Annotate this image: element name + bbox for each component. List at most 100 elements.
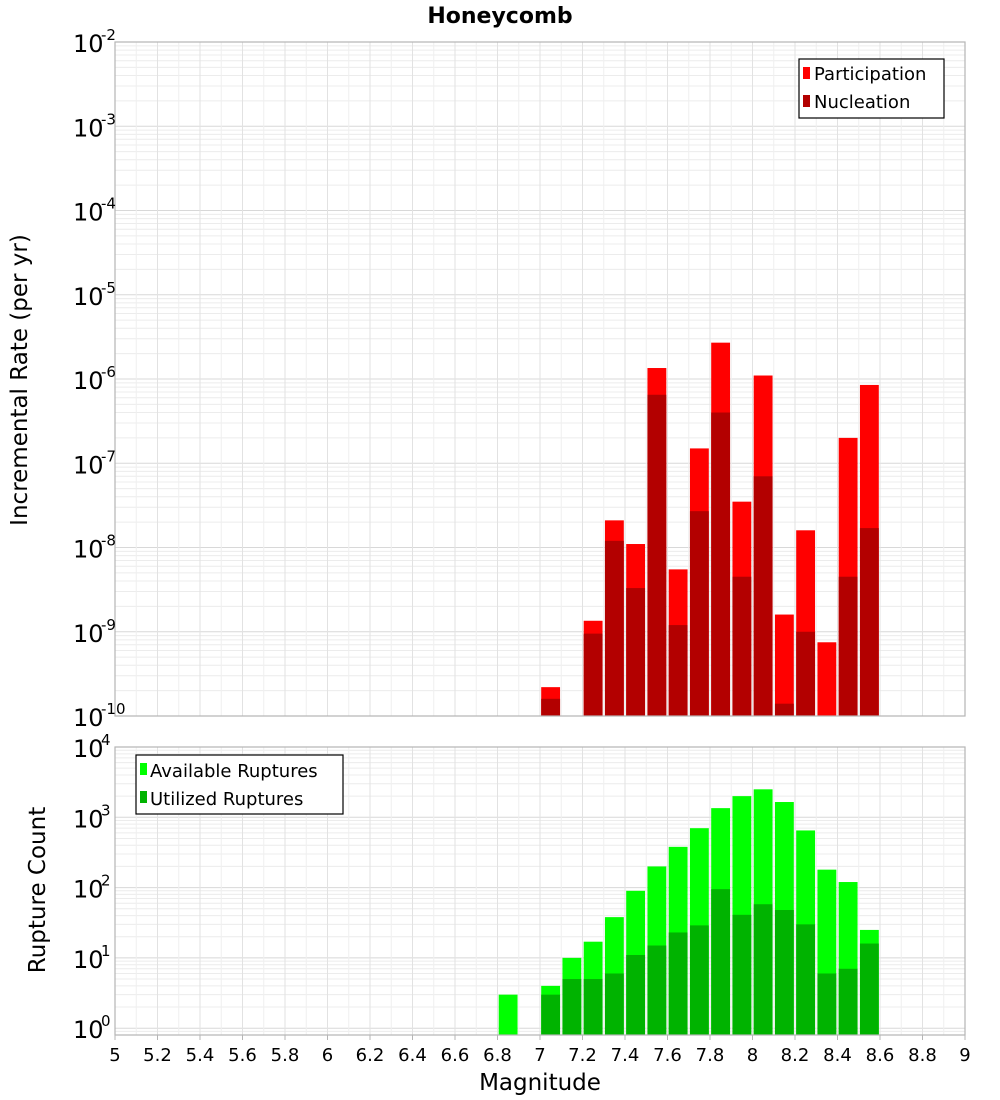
x-tick-label: 7.8: [696, 1045, 725, 1066]
legend-top-box: [798, 58, 945, 119]
x-tick-label: 7.2: [568, 1045, 597, 1066]
legend-utilized-swatch: [140, 791, 147, 803]
top-bar-series2: [541, 698, 561, 716]
top-y-tick-label: 10-4: [73, 195, 116, 227]
legend-nucleation-swatch: [803, 95, 810, 107]
top-bar-series2: [838, 576, 858, 716]
legend-participation-swatch: [803, 67, 810, 79]
x-tick-label: 5.4: [186, 1045, 215, 1066]
bottom-y-tick-base: 10: [73, 946, 104, 974]
x-tick-label: 7: [534, 1045, 545, 1066]
legend-top: Participation Nucleation: [798, 58, 945, 119]
x-tick-label: 8: [747, 1045, 758, 1066]
top-y-tick-exponent: -6: [101, 363, 116, 381]
x-tick-label: 6.8: [483, 1045, 512, 1066]
bottom-bar-series2: [732, 914, 752, 1035]
x-tick-label: 8.6: [866, 1045, 895, 1066]
bottom-y-tick-label: 101: [73, 942, 111, 974]
top-bar-series2: [774, 703, 794, 716]
top-y-tick-label: 10-10: [73, 700, 126, 732]
top-bar-series2: [626, 588, 646, 716]
bottom-bar-series2: [774, 910, 794, 1035]
legend-available-swatch: [140, 763, 147, 775]
x-tick-label: 8.8: [908, 1045, 937, 1066]
top-y-axis-label: Incremental Rate (per yr): [7, 234, 33, 526]
bottom-bar-series2: [583, 979, 603, 1035]
top-y-tick-exponent: -8: [101, 532, 116, 550]
bottom-y-tick-exponent: 3: [101, 801, 111, 819]
top-y-tick-label: 10-5: [73, 279, 116, 311]
top-y-tick-exponent: -10: [101, 700, 126, 718]
top-y-tick-exponent: -5: [101, 279, 116, 297]
bottom-bar-series2: [711, 889, 731, 1035]
top-y-tick-label: 10-3: [73, 110, 116, 142]
legend-utilized-label: Utilized Ruptures: [150, 789, 303, 810]
x-tick-label: 8.4: [823, 1045, 852, 1066]
top-bar-series2: [732, 576, 752, 716]
top-y-tick-base: 10: [73, 114, 104, 142]
bottom-bar-series2: [604, 973, 624, 1035]
x-tick-label: 6.6: [441, 1045, 470, 1066]
top-bar-series2: [689, 511, 709, 716]
bottom-bar-series2: [859, 943, 879, 1035]
bottom-bar-series2: [541, 994, 561, 1035]
legend-available-label: Available Ruptures: [150, 761, 318, 782]
bottom-bar-series2: [838, 968, 858, 1035]
top-y-tick-base: 10: [73, 199, 104, 227]
top-bar-series2: [711, 412, 731, 716]
bottom-y-tick-label: 102: [73, 872, 111, 904]
top-y-tick-exponent: -2: [101, 26, 116, 44]
top-bar-series1: [817, 642, 837, 716]
top-y-tick-exponent: -7: [101, 447, 116, 465]
bottom-bar-series2: [626, 954, 646, 1035]
bottom-bar-series2: [562, 979, 582, 1035]
bottom-y-tick-exponent: 4: [101, 731, 111, 749]
legend-participation-label: Participation: [814, 64, 926, 85]
top-y-tick-base: 10: [73, 30, 104, 58]
x-tick-label: 7.6: [653, 1045, 682, 1066]
x-tick-label: 6.2: [356, 1045, 385, 1066]
top-y-tick-base: 10: [73, 620, 104, 648]
bottom-bar-series2: [647, 945, 667, 1035]
top-bar-series2: [668, 625, 688, 716]
top-y-tick-label: 10-8: [73, 532, 116, 564]
bottom-y-tick-base: 10: [73, 1016, 104, 1044]
top-y-tick-exponent: -3: [101, 110, 116, 128]
bottom-bar-series2: [689, 925, 709, 1035]
bottom-y-tick-base: 10: [73, 735, 104, 763]
legend-nucleation-label: Nucleation: [814, 92, 910, 113]
top-y-tick-base: 10: [73, 536, 104, 564]
bottom-y-tick-exponent: 0: [101, 1012, 111, 1030]
bottom-bar-series1: [498, 994, 518, 1035]
top-plot: 10-210-310-410-510-610-710-810-910-10: [73, 26, 966, 732]
top-y-tick-base: 10: [73, 367, 104, 395]
top-y-tick-base: 10: [73, 704, 104, 732]
top-y-tick-exponent: -9: [101, 616, 116, 634]
legend-bottom: Available Ruptures Utilized Ruptures: [135, 754, 344, 815]
x-tick-label: 9: [959, 1045, 970, 1066]
x-tick-label: 5.8: [271, 1045, 300, 1066]
top-y-tick-label: 10-6: [73, 363, 116, 395]
x-tick-label: 8.2: [781, 1045, 810, 1066]
bottom-bar-series2: [753, 904, 773, 1035]
bottom-y-tick-base: 10: [73, 805, 104, 833]
top-y-tick-base: 10: [73, 283, 104, 311]
top-y-tick-label: 10-9: [73, 616, 116, 648]
bottom-y-tick-label: 100: [73, 1012, 111, 1044]
x-tick-label: 5: [109, 1045, 120, 1066]
x-tick-label: 5.6: [228, 1045, 257, 1066]
top-bar-series1: [774, 614, 794, 716]
top-bar-series2: [859, 528, 879, 716]
legend-bottom-box: [135, 754, 344, 815]
bottom-y-axis-label: Rupture Count: [25, 807, 51, 973]
bottom-y-tick-exponent: 2: [101, 872, 111, 890]
x-axis-label: Magnitude: [479, 1070, 601, 1096]
top-bar-series2: [796, 631, 816, 716]
top-y-tick-label: 10-7: [73, 447, 116, 479]
top-y-tick-base: 10: [73, 451, 104, 479]
chart-title: Honeycomb: [427, 4, 572, 29]
bottom-y-tick-label: 104: [73, 731, 111, 763]
top-y-tick-exponent: -4: [101, 195, 116, 213]
bottom-bar-series2: [668, 932, 688, 1035]
